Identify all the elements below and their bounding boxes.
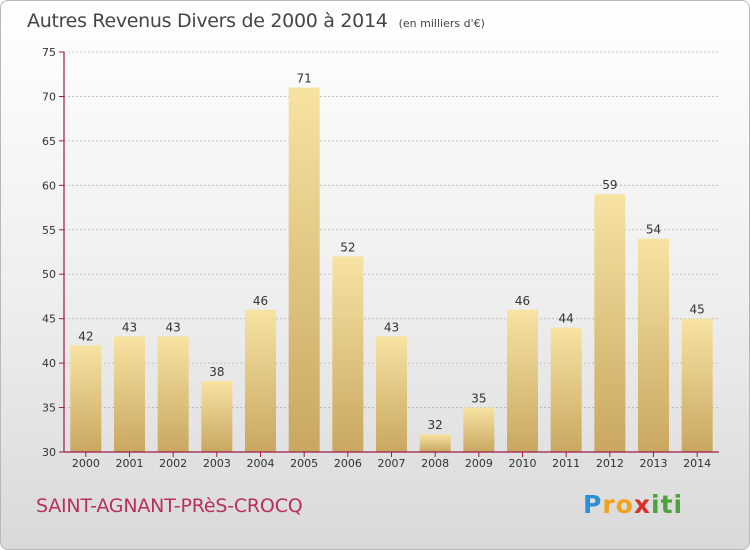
x-tick-label: 2006 <box>334 457 362 470</box>
y-tick-label: 45 <box>42 313 56 326</box>
bar <box>201 380 233 452</box>
data-label: 54 <box>646 223 661 237</box>
bar <box>245 309 276 452</box>
logo-letter: t <box>660 490 674 519</box>
x-tick-label: 2011 <box>552 457 580 470</box>
chart-title: Autres Revenus Divers de 2000 à 2014 <box>27 10 388 32</box>
bar <box>70 345 102 452</box>
logo-letter: o <box>615 490 634 519</box>
x-tick-label: 2002 <box>159 457 187 470</box>
bar <box>507 309 538 452</box>
data-label: 35 <box>471 392 486 406</box>
logo-letter: i <box>673 490 684 519</box>
data-label: 46 <box>253 294 268 308</box>
axes <box>59 51 719 457</box>
bar <box>463 407 495 452</box>
data-label: 32 <box>428 418 443 432</box>
data-label: 44 <box>559 312 574 326</box>
bar <box>594 194 626 452</box>
y-tick-label: 35 <box>42 402 56 415</box>
data-label: 45 <box>690 303 705 317</box>
data-label: 43 <box>384 320 399 334</box>
bar <box>157 336 189 452</box>
x-tick-label: 2005 <box>290 457 318 470</box>
data-label: 46 <box>515 294 530 308</box>
data-label: 71 <box>297 72 312 86</box>
logo-letter: x <box>633 490 651 519</box>
bar <box>681 318 713 452</box>
data-label: 43 <box>122 320 137 334</box>
title-row: Autres Revenus Divers de 2000 à 2014 (en… <box>27 10 485 32</box>
proxiti-logo: Proxiti <box>583 490 683 519</box>
bar <box>114 336 145 452</box>
x-tick-label: 2009 <box>465 457 493 470</box>
bars <box>70 87 713 453</box>
x-tick-label: 2013 <box>640 457 668 470</box>
y-tick-label: 65 <box>42 135 56 148</box>
data-label: 38 <box>209 365 224 379</box>
data-label: 43 <box>166 320 181 334</box>
bar <box>288 87 320 453</box>
data-label: 59 <box>602 178 617 192</box>
commune-name: SAINT-AGNANT-PRèS-CROCQ <box>36 495 303 517</box>
data-label: 52 <box>340 240 355 254</box>
x-tick-label: 2010 <box>509 457 537 470</box>
bar <box>376 336 407 452</box>
bar <box>550 327 582 452</box>
y-tick-label: 55 <box>42 224 56 237</box>
y-tick-label: 60 <box>42 179 56 192</box>
x-tick-label: 2004 <box>247 457 275 470</box>
labels: 30 35 40 45 50 55 60 65 70 75 42 2000 43 2001 43 2002 38… <box>42 46 711 470</box>
x-tick-label: 2012 <box>596 457 624 470</box>
data-label: 42 <box>78 329 93 343</box>
x-tick-label: 2000 <box>72 457 100 470</box>
logo-letter: r <box>602 490 616 519</box>
bar <box>419 434 451 452</box>
x-tick-label: 2014 <box>683 457 711 470</box>
logo-letter: P <box>583 490 603 519</box>
y-tick-label: 75 <box>42 46 56 59</box>
chart-subtitle: (en milliers d'€) <box>398 17 485 30</box>
x-tick-label: 2001 <box>116 457 144 470</box>
bar <box>638 238 669 452</box>
y-tick-label: 70 <box>42 90 56 103</box>
x-tick-label: 2007 <box>378 457 406 470</box>
x-tick-label: 2003 <box>203 457 231 470</box>
y-tick-label: 50 <box>42 268 56 281</box>
bar <box>332 256 364 452</box>
y-tick-label: 30 <box>42 446 56 459</box>
y-tick-label: 40 <box>42 357 56 370</box>
x-tick-label: 2008 <box>421 457 449 470</box>
logo-letter: i <box>651 490 661 519</box>
